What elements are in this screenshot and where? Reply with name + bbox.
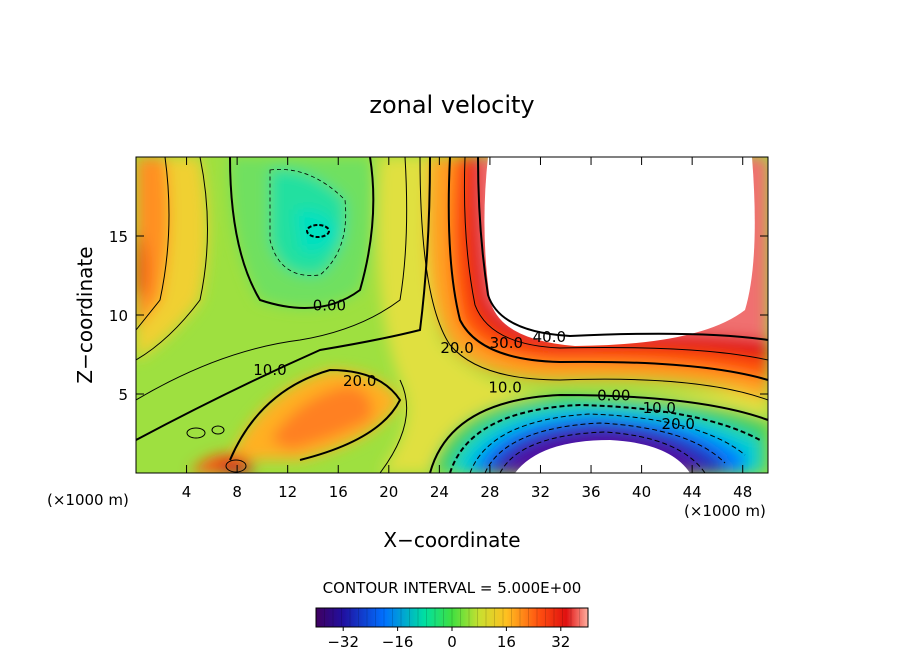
y-tick-label: 10 bbox=[109, 307, 128, 325]
x-tick-label: 48 bbox=[733, 483, 752, 501]
contour-interval-label: CONTOUR INTERVAL = 5.000E+00 bbox=[323, 579, 582, 597]
x-tick-label: 16 bbox=[329, 483, 348, 501]
colorbar-ticks: −32 −16 0 16 32 bbox=[327, 627, 570, 651]
x-axis: 4 8 12 16 20 24 28 32 36 40 44 48 bbox=[182, 157, 752, 501]
colorbar-tick-label: 0 bbox=[447, 633, 457, 651]
x-tick-label: 32 bbox=[531, 483, 550, 501]
colorbar-tick-label: −32 bbox=[327, 633, 359, 651]
contour-label: 40.0 bbox=[533, 328, 566, 346]
colorbar-tick-label: −16 bbox=[382, 633, 414, 651]
x-tick-label: 8 bbox=[232, 483, 242, 501]
contour-label: 30.0 bbox=[490, 334, 523, 352]
x-tick-label: 44 bbox=[683, 483, 702, 501]
contour-label: 10.0 bbox=[488, 378, 521, 396]
contour-label: 0.00 bbox=[313, 296, 346, 314]
y-tick-label: 15 bbox=[109, 228, 128, 246]
velocity-field bbox=[136, 157, 768, 473]
contour-label: 20.0 bbox=[343, 372, 376, 390]
x-tick-label: 24 bbox=[430, 483, 449, 501]
contour-label: 20.0 bbox=[662, 415, 695, 433]
x-tick-label: 36 bbox=[581, 483, 600, 501]
x-unit-right: (×1000 m) bbox=[684, 502, 766, 520]
contour-label: 0.00 bbox=[597, 386, 630, 404]
contour-label: 20.0 bbox=[440, 339, 473, 357]
colorbar-tick-label: 32 bbox=[551, 633, 570, 651]
x-tick-label: 40 bbox=[632, 483, 651, 501]
x-unit-left: (×1000 m) bbox=[47, 491, 129, 509]
y-axis-label: Z−coordinate bbox=[73, 246, 97, 383]
x-axis-label: X−coordinate bbox=[383, 528, 520, 552]
contour-label: 10.0 bbox=[643, 399, 676, 417]
colorbar-stripes bbox=[315, 608, 589, 627]
x-tick-label: 28 bbox=[480, 483, 499, 501]
chart-title: zonal velocity bbox=[369, 91, 534, 119]
colorbar-tick-label: 16 bbox=[497, 633, 516, 651]
y-tick-label: 5 bbox=[118, 386, 128, 404]
x-tick-label: 12 bbox=[278, 483, 297, 501]
x-tick-label: 4 bbox=[182, 483, 192, 501]
y-axis: 5 10 15 bbox=[109, 228, 768, 404]
x-tick-label: 20 bbox=[379, 483, 398, 501]
contour-label: 10.0 bbox=[253, 361, 286, 379]
